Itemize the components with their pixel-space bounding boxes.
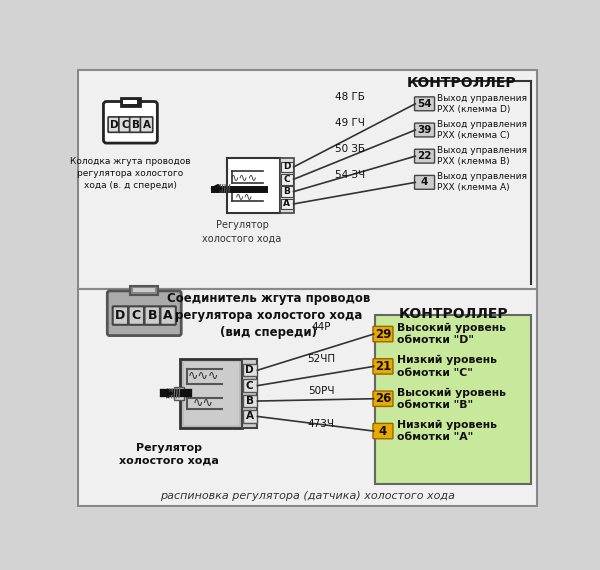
Text: 54: 54 — [417, 99, 432, 109]
Text: B: B — [246, 396, 254, 406]
Text: Высокий уровень
обмотки "B": Высокий уровень обмотки "B" — [397, 388, 506, 410]
Text: 50РЧ: 50РЧ — [308, 386, 335, 396]
Bar — [133, 288, 155, 292]
Text: A: A — [143, 120, 151, 129]
Text: распиновка регулятора (датчика) холостого хода: распиновка регулятора (датчика) холостог… — [160, 491, 455, 501]
Text: 29: 29 — [375, 328, 391, 340]
Text: 44Р: 44Р — [311, 321, 331, 332]
FancyBboxPatch shape — [107, 291, 181, 336]
Text: C: C — [132, 309, 141, 322]
Bar — [243, 380, 257, 392]
Text: D: D — [245, 365, 254, 375]
Text: A: A — [283, 200, 290, 209]
Bar — [243, 364, 257, 376]
Bar — [121, 99, 140, 106]
FancyBboxPatch shape — [415, 97, 434, 111]
Bar — [181, 359, 242, 428]
FancyBboxPatch shape — [108, 117, 121, 132]
Text: Регулятор
холостого хода: Регулятор холостого хода — [202, 220, 281, 243]
Text: Соединитель жгута проводов
регулятора холостого хода
(вид спереди): Соединитель жгута проводов регулятора хо… — [167, 292, 371, 339]
Bar — [242, 359, 257, 428]
FancyBboxPatch shape — [140, 117, 153, 132]
Text: 26: 26 — [375, 392, 391, 405]
FancyBboxPatch shape — [415, 123, 434, 137]
Text: 50 ЗБ: 50 ЗБ — [335, 144, 365, 154]
Text: Колодка жгута проводов
регулятора холостого
хода (в. д спереди): Колодка жгута проводов регулятора холост… — [70, 157, 191, 190]
FancyBboxPatch shape — [145, 306, 160, 325]
Bar — [227, 158, 280, 213]
Bar — [243, 410, 257, 422]
Bar — [78, 288, 537, 506]
Text: Выход управления
РХХ (клемма А): Выход управления РХХ (клемма А) — [437, 172, 527, 193]
Text: D: D — [283, 162, 290, 172]
Text: Высокий уровень
обмотки "D": Высокий уровень обмотки "D" — [397, 323, 506, 345]
Text: D: D — [110, 120, 119, 129]
Bar — [184, 362, 239, 425]
Text: Выход управления
РХХ (клемма С): Выход управления РХХ (клемма С) — [437, 120, 527, 140]
FancyBboxPatch shape — [160, 306, 176, 325]
FancyBboxPatch shape — [119, 117, 131, 132]
Text: 21: 21 — [375, 360, 391, 373]
Text: КОНТРОЛЛЕР: КОНТРОЛЛЕР — [399, 307, 509, 321]
Bar — [280, 158, 293, 213]
Text: 473Ч: 473Ч — [308, 419, 335, 429]
Bar — [281, 174, 293, 185]
FancyBboxPatch shape — [113, 306, 128, 325]
Text: ∿∿∿: ∿∿∿ — [188, 370, 220, 383]
Text: Регулятор
холостого хода: Регулятор холостого хода — [119, 443, 219, 466]
Text: C: C — [283, 175, 290, 184]
Text: 49 ГЧ: 49 ГЧ — [335, 117, 365, 128]
Text: 54 ЗЧ: 54 ЗЧ — [335, 170, 365, 180]
Text: ∿∿: ∿∿ — [193, 397, 214, 410]
Text: 52ЧП: 52ЧП — [307, 354, 335, 364]
FancyBboxPatch shape — [128, 306, 144, 325]
Text: B: B — [148, 309, 157, 322]
Text: 39: 39 — [418, 125, 432, 135]
Bar — [174, 387, 184, 400]
Text: Низкий уровень
обмотки "A": Низкий уровень обмотки "A" — [397, 420, 497, 442]
Bar — [281, 186, 293, 197]
Text: B: B — [132, 120, 140, 129]
Text: ∿∿: ∿∿ — [235, 191, 254, 201]
Text: КОНТРОЛЛЕР: КОНТРОЛЛЕР — [407, 76, 517, 90]
Bar — [281, 161, 293, 172]
FancyBboxPatch shape — [373, 424, 393, 439]
Bar — [124, 100, 137, 104]
FancyBboxPatch shape — [415, 149, 434, 163]
Text: D: D — [115, 309, 125, 322]
Text: 48 ГБ: 48 ГБ — [335, 92, 365, 101]
FancyBboxPatch shape — [373, 359, 393, 374]
Text: Выход управления
РХХ (клемма В): Выход управления РХХ (клемма В) — [437, 146, 527, 166]
Text: 22: 22 — [417, 151, 432, 161]
FancyBboxPatch shape — [373, 391, 393, 406]
Text: 4: 4 — [421, 177, 428, 188]
FancyBboxPatch shape — [130, 117, 142, 132]
Text: Низкий уровень
обмотки "C": Низкий уровень обмотки "C" — [397, 355, 497, 378]
Bar — [243, 395, 257, 407]
Text: C: C — [121, 120, 129, 129]
Bar — [281, 198, 293, 209]
Bar — [375, 315, 531, 484]
Bar — [130, 286, 158, 295]
Text: C: C — [246, 381, 254, 390]
Text: Выход управления
РХХ (клемма D): Выход управления РХХ (клемма D) — [437, 94, 527, 114]
Text: A: A — [163, 309, 173, 322]
FancyBboxPatch shape — [415, 176, 434, 189]
Text: B: B — [283, 187, 290, 196]
FancyBboxPatch shape — [373, 327, 393, 342]
Text: 4: 4 — [379, 425, 387, 438]
FancyBboxPatch shape — [103, 101, 157, 143]
Text: A: A — [246, 412, 254, 421]
Bar — [78, 70, 537, 288]
Text: ∿∿∿: ∿∿∿ — [230, 172, 259, 182]
